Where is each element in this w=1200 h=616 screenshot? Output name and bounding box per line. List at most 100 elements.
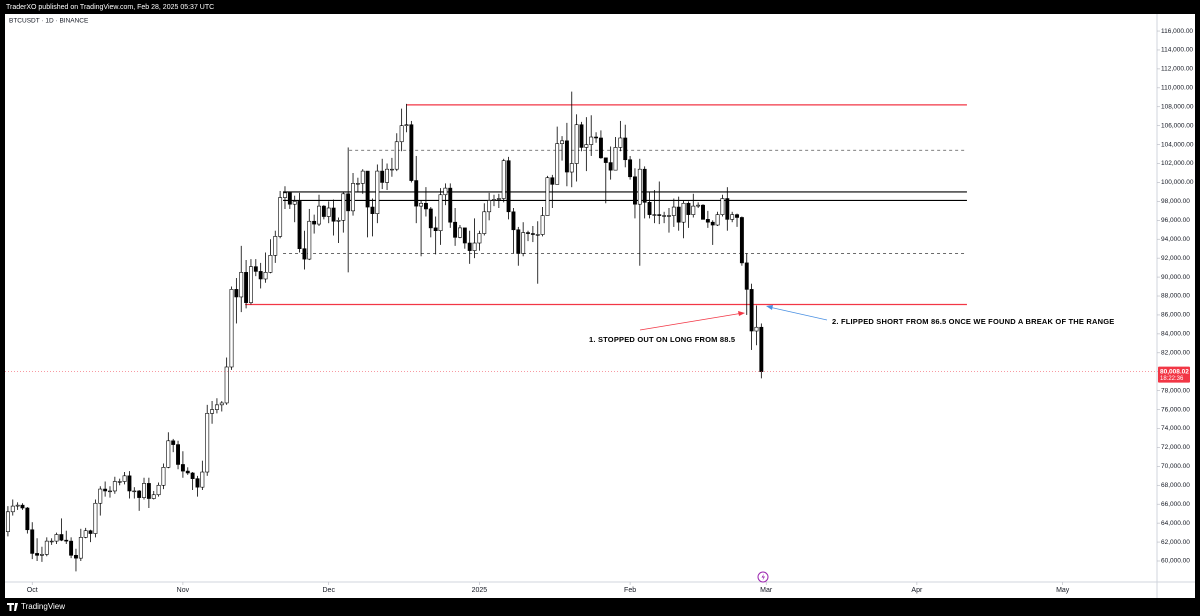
candle-body: [49, 540, 54, 543]
candle-body: [137, 490, 142, 498]
x-tick-label: Feb: [624, 587, 636, 594]
candle-body: [428, 208, 433, 229]
candle-body: [584, 144, 589, 148]
candle-body: [258, 271, 263, 280]
candle-body: [355, 183, 360, 185]
candle-body: [603, 157, 608, 163]
y-tick-label: 88,000.00: [1161, 293, 1190, 300]
candle-body: [161, 467, 166, 486]
candle-body: [30, 529, 35, 554]
candle-body: [715, 214, 720, 226]
event-icon-bolt: [761, 573, 765, 581]
candle-body: [307, 220, 312, 260]
candle-body: [589, 136, 594, 145]
y-tick-label: 98,000.00: [1161, 198, 1190, 205]
plot: 60,000.00 62,000.00 64,000.00 66,000.00 68,0…: [5, 28, 1194, 594]
candle-body: [696, 204, 701, 207]
candle-body: [438, 194, 443, 232]
candle-body: [132, 490, 137, 493]
candle-body: [647, 202, 652, 215]
candle-body: [331, 207, 336, 222]
x-tick-label: 2025: [472, 587, 488, 594]
candle-body: [419, 202, 424, 207]
y-tick-label: 74,000.00: [1161, 425, 1190, 432]
candle-body: [59, 534, 64, 541]
candle-body: [681, 202, 686, 223]
candle-body: [93, 502, 98, 534]
annotation: 2. FLIPPED SHORT FROM 86.5 ONCE WE FOUND…: [832, 317, 1115, 326]
y-tick-label: 102,000.00: [1161, 160, 1194, 167]
candle-body: [662, 215, 667, 217]
candle-body: [39, 554, 44, 556]
candle-body: [103, 488, 108, 492]
y-tick-label: 76,000.00: [1161, 406, 1190, 413]
candle-body: [671, 206, 676, 216]
candle-body: [492, 199, 496, 201]
y-tick-label: 110,000.00: [1161, 85, 1193, 92]
candle-body: [20, 504, 25, 509]
candle-body: [171, 440, 176, 445]
candle-body: [720, 198, 725, 215]
y-tick-label: 94,000.00: [1161, 236, 1190, 243]
candle-body: [409, 124, 414, 181]
candle-body: [462, 227, 467, 244]
candle-body: [467, 242, 472, 251]
candle-body: [263, 272, 268, 280]
candle-body: [443, 187, 448, 196]
candle-body: [156, 484, 161, 496]
candle-body: [98, 488, 103, 504]
candle-body: [380, 170, 385, 183]
candle-body: [35, 553, 40, 556]
candle-body: [214, 404, 219, 410]
candle-body: [628, 159, 633, 178]
candle-body: [5, 511, 10, 532]
candle-body: [433, 227, 438, 232]
arrow-2-head: [766, 305, 773, 310]
candle-body: [375, 170, 380, 214]
y-tick-label: 86,000.00: [1161, 312, 1190, 319]
candle-body: [112, 481, 117, 492]
candle-body: [555, 143, 560, 185]
candle-body: [535, 234, 540, 236]
candle-body: [278, 197, 283, 237]
candle-body: [336, 220, 341, 222]
candle-body: [744, 262, 749, 290]
price-tag-countdown: 18:22:36: [1160, 376, 1184, 382]
y-tick-label: 106,000.00: [1161, 122, 1194, 129]
candle-body: [78, 537, 83, 559]
candle-body: [326, 207, 331, 217]
candle-body: [642, 168, 647, 203]
candle-body: [511, 211, 516, 231]
candle-body: [64, 539, 69, 542]
candle-body: [569, 163, 574, 173]
candle-body: [404, 124, 409, 126]
candle-body: [346, 193, 351, 212]
candle-body: [351, 183, 355, 212]
candle-body: [341, 193, 346, 221]
candle-body: [530, 233, 535, 235]
candle-body: [482, 211, 487, 234]
y-tick-label: 78,000.00: [1161, 387, 1190, 394]
candle-body: [253, 266, 258, 272]
chart-panel: [5, 14, 1195, 598]
candle-body: [623, 137, 628, 161]
candle-body: [686, 202, 691, 215]
candle-body: [579, 124, 584, 148]
event-icon[interactable]: [757, 571, 769, 583]
candle-body: [317, 205, 321, 225]
candle-body: [550, 177, 555, 185]
x-tick-label: Nov: [177, 587, 190, 594]
candle-body: [633, 176, 637, 205]
candle-body: [244, 272, 249, 303]
candle-body: [754, 326, 759, 332]
y-tick-label: 72,000.00: [1161, 444, 1190, 451]
candle-body: [54, 534, 59, 542]
arrow-1-head: [738, 311, 745, 316]
annotation: 1. STOPPED OUT ON LONG FROM 88.5: [589, 335, 735, 344]
candle-body: [365, 170, 370, 208]
candle-body: [496, 198, 501, 200]
candle-body: [613, 147, 618, 171]
candle-body: [122, 475, 127, 482]
